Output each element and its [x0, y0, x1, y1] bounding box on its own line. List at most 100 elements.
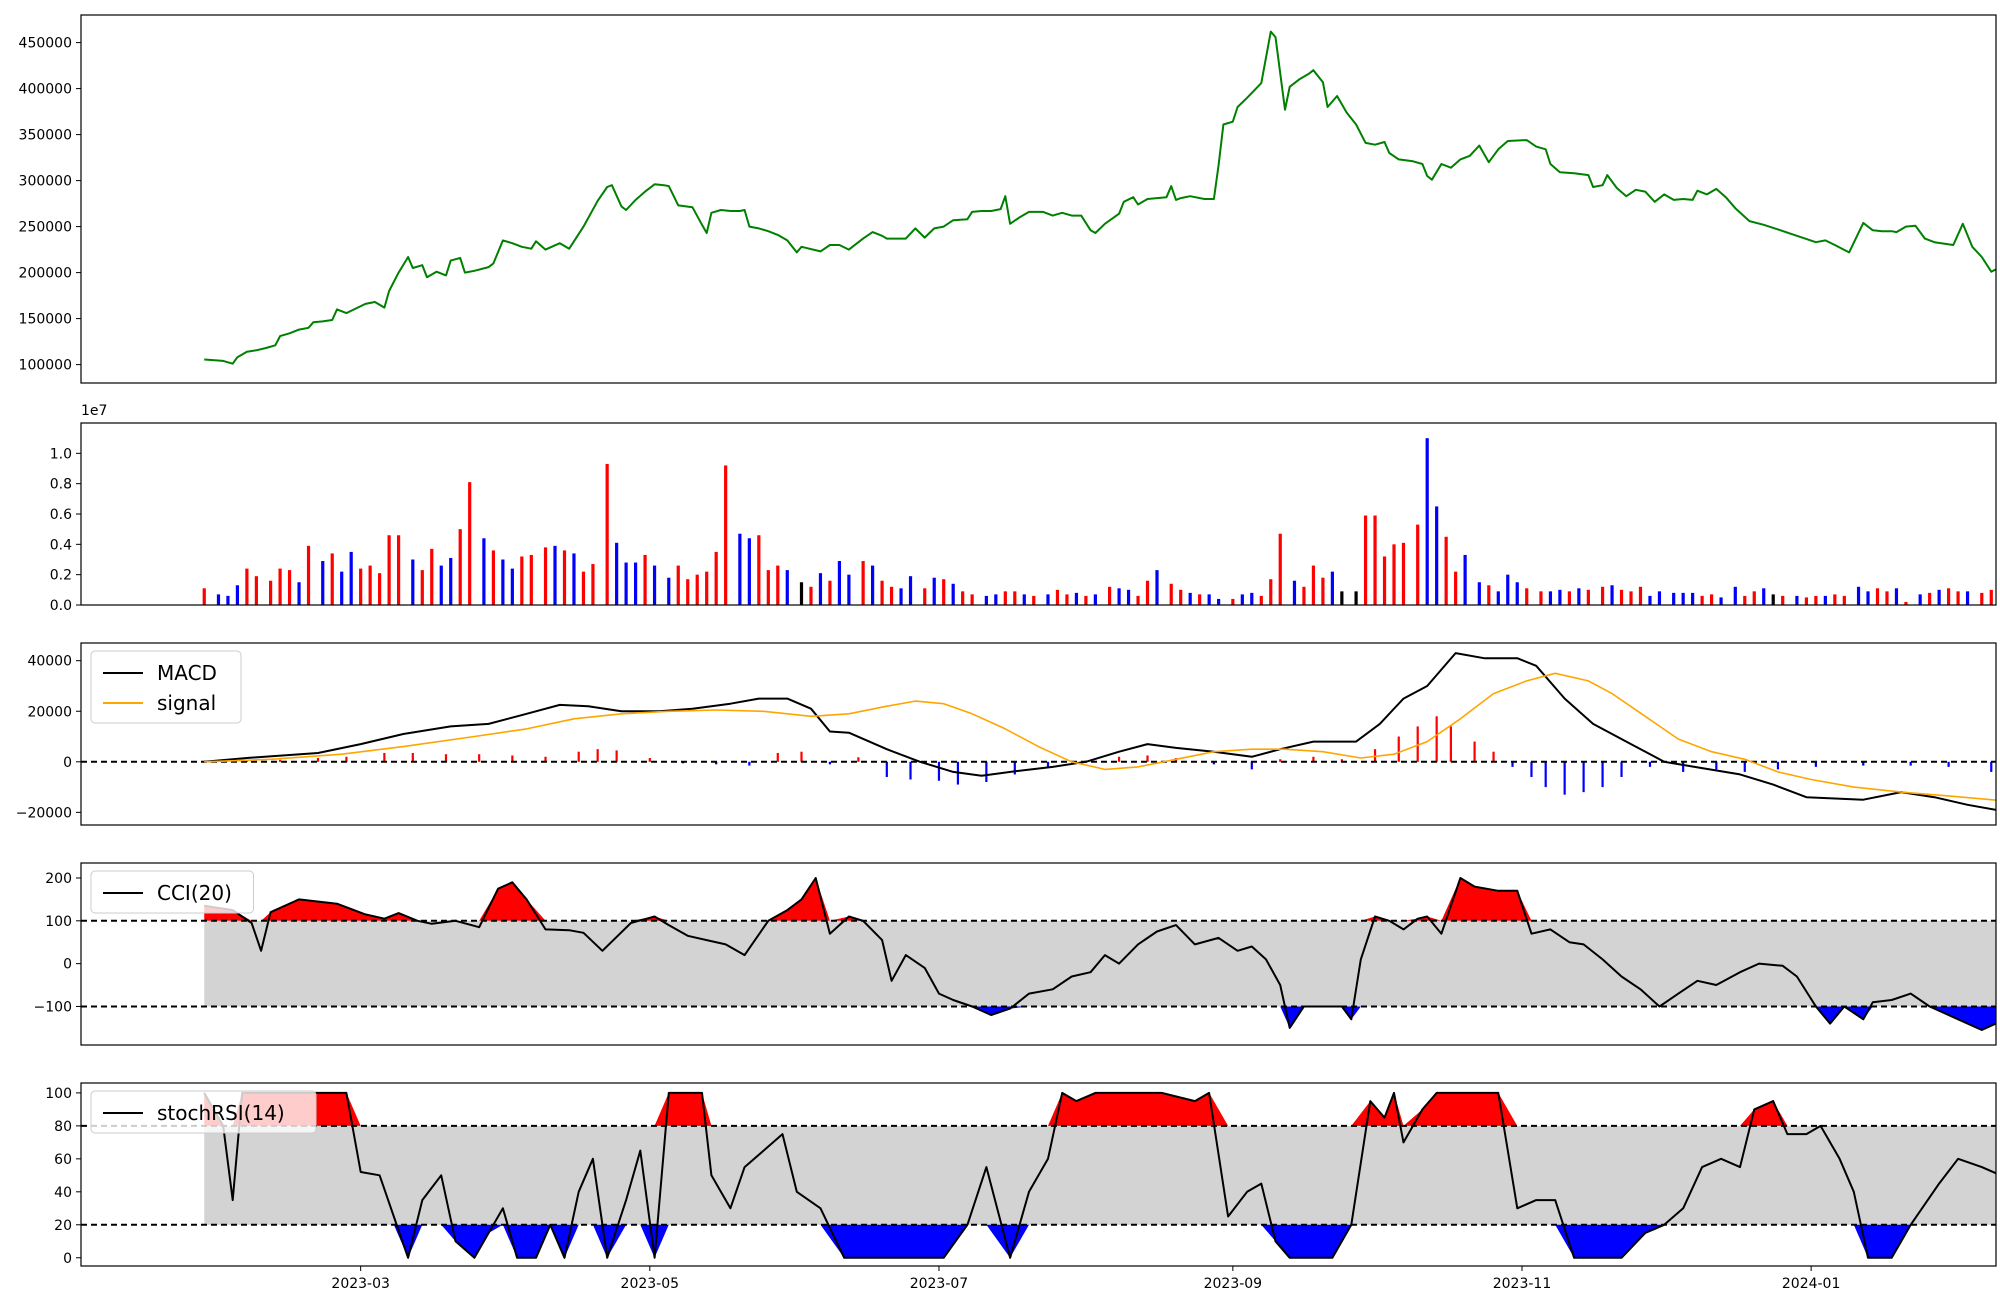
y-tick-label: 40	[54, 1185, 72, 1201]
volume-bar	[1382, 556, 1387, 605]
y-tick-label: 0.4	[50, 537, 72, 553]
y-tick-label: 0.2	[50, 568, 72, 584]
volume-bar	[235, 585, 240, 605]
volume-bar	[1752, 591, 1756, 605]
volume-bar	[287, 570, 292, 605]
y-tick-label: 0.0	[50, 598, 72, 614]
volume-bar	[581, 571, 586, 605]
volume-bar	[420, 570, 424, 605]
volume-bar	[605, 463, 609, 605]
x-tick-label: 2023-05	[621, 1276, 680, 1292]
macd-histogram-bar	[345, 756, 348, 762]
volume-bar	[1842, 595, 1846, 605]
volume-bar	[1188, 592, 1192, 605]
macd-histogram-bar	[596, 749, 599, 762]
volume-bar	[501, 559, 505, 605]
macd-histogram-bar	[411, 752, 414, 762]
volume-bar	[321, 561, 325, 605]
macd-histogram-bar	[1340, 759, 1343, 762]
volume-bar	[1240, 594, 1244, 605]
volume-bar	[899, 588, 903, 605]
macd-histogram-bar	[383, 752, 386, 762]
volume-bar	[520, 556, 524, 605]
volume-bar	[942, 579, 946, 605]
volume-bar	[449, 557, 453, 605]
volume-bar	[1515, 582, 1519, 605]
volume-bar	[368, 565, 372, 605]
volume-bar	[1833, 594, 1837, 605]
macd-histogram-bar	[776, 752, 779, 762]
legend-label: signal	[157, 691, 216, 715]
volume-bar	[572, 553, 576, 605]
volume-bar	[1065, 594, 1069, 605]
macd-histogram-bar	[1582, 761, 1585, 793]
macd-histogram-bar	[316, 758, 320, 762]
volume-bar	[1743, 595, 1747, 605]
volume-bar	[349, 551, 353, 605]
volume-bar	[809, 586, 813, 605]
volume-bar	[828, 580, 832, 605]
volume-bar	[591, 564, 595, 605]
legend-box	[90, 650, 242, 724]
volume-bar	[226, 595, 230, 605]
macd-histogram-bar	[1373, 749, 1377, 762]
volume-bar	[747, 538, 751, 605]
volume-bar	[1487, 585, 1491, 605]
volume-bar	[1074, 592, 1079, 605]
macd-histogram-bar	[985, 761, 988, 783]
volume-bar	[387, 535, 391, 605]
volume-bar	[1619, 589, 1624, 605]
volume-bar	[254, 576, 258, 605]
plot-area-stochrsi	[81, 1091, 1996, 1259]
panel-volume: 0.0 0.2 0.4 0.6 0.8 1.0 1e7	[50, 403, 1997, 614]
overbought-fill	[204, 1092, 1996, 1126]
volume-bar	[1259, 595, 1263, 605]
plot-area-cci	[81, 877, 1996, 1031]
volume-bar	[1548, 591, 1553, 605]
volume-bar	[543, 547, 548, 605]
volume-bar	[491, 550, 495, 605]
volume-bar	[269, 580, 273, 605]
macd-histogram-bar	[1715, 761, 1718, 770]
y-tick-label: 80	[54, 1119, 72, 1135]
volume-bar	[430, 548, 434, 605]
y-tick-label: 200000	[19, 266, 72, 282]
macd-histogram-bar	[444, 754, 448, 762]
volume-bar	[1046, 594, 1050, 605]
macd-histogram-bar	[1492, 751, 1495, 762]
panel-stochrsi: 0 20 40 60 80 100 stochRSI(14)	[45, 1082, 1997, 1267]
axes-frame	[80, 14, 1997, 384]
macd-histogram-bar	[1473, 741, 1476, 762]
volume-bar	[1278, 533, 1282, 605]
volume-bar	[724, 465, 728, 605]
y-tick-label: 0	[63, 755, 72, 771]
volume-bar	[1946, 588, 1951, 605]
band-fill	[204, 920, 1996, 1007]
y-tick-label: 20	[54, 1218, 72, 1234]
macd-histogram-bar	[1435, 716, 1438, 762]
band-fill	[204, 1125, 1996, 1225]
volume-bar	[667, 577, 671, 605]
volume-bar	[1904, 601, 1908, 605]
volume-bar	[1989, 589, 1993, 605]
x-tick-label: 2024-01	[1782, 1276, 1841, 1292]
volume-bar	[482, 538, 486, 605]
macd-histogram-bar	[885, 761, 888, 777]
legend-label: stochRSI(14)	[157, 1101, 285, 1125]
axes-frame	[80, 862, 1997, 1046]
volume-bar	[1145, 580, 1150, 605]
volume-bar	[468, 482, 472, 605]
volume-bar	[1681, 592, 1685, 605]
volume-bar	[652, 565, 657, 605]
volume-bar	[1022, 594, 1026, 605]
volume-bar	[1610, 585, 1614, 605]
macd-histogram-bar	[1117, 756, 1121, 762]
volume-bar	[633, 562, 638, 605]
volume-bar	[861, 561, 865, 605]
volume-bar	[818, 573, 823, 605]
volume-bar	[1169, 583, 1173, 605]
y-tick-label: 0	[63, 957, 72, 973]
y-tick-label: 200	[45, 871, 72, 887]
macd-histogram-bar	[1947, 761, 1950, 767]
volume-bar	[1795, 595, 1799, 605]
